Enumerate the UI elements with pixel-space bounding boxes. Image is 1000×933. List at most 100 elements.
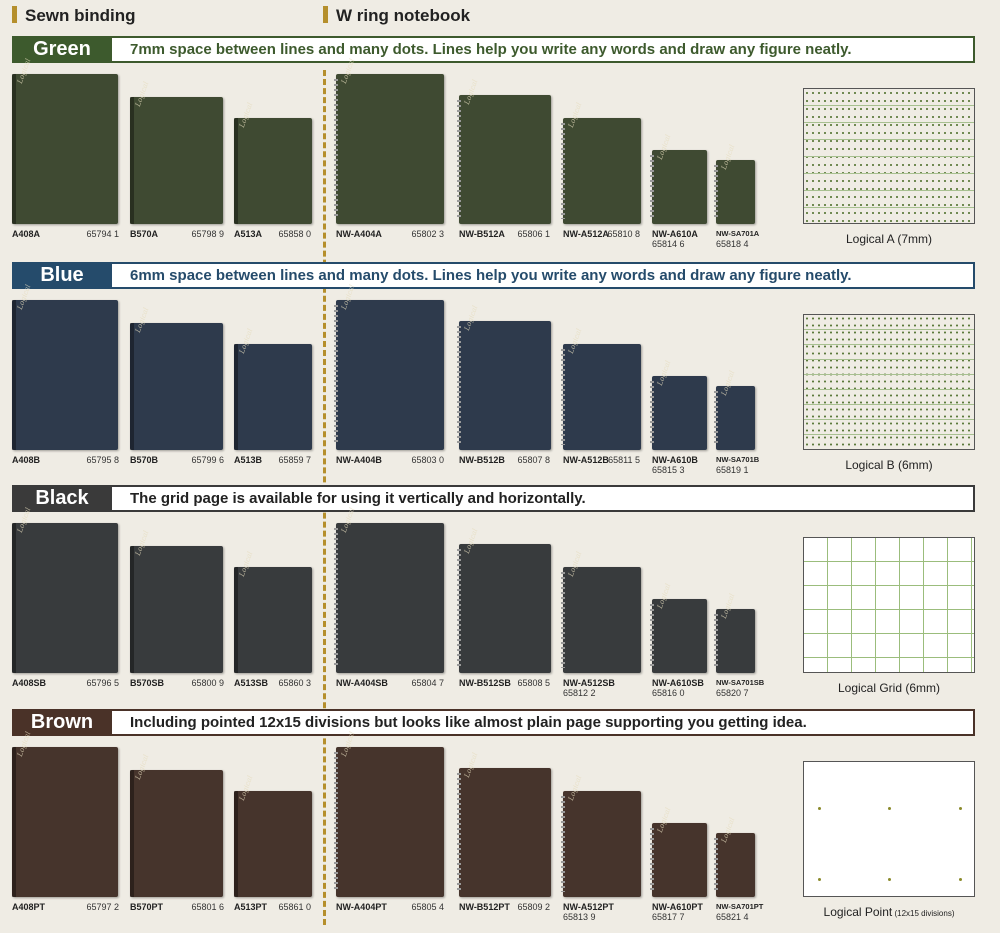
notebook-a513b: Logical	[234, 328, 312, 450]
grid-point	[818, 807, 821, 810]
notebook-a513pt: Logical	[234, 775, 312, 897]
page-sample-brown	[803, 761, 975, 897]
product-code: A513A	[234, 229, 263, 239]
notebook-b570b: Logical	[130, 307, 223, 450]
product-number: 65859 7	[278, 455, 311, 465]
notebook-nw-a404a: Logical	[334, 58, 444, 224]
product-number: 65799 6	[191, 455, 224, 465]
section-description: 6mm space between lines and many dots. L…	[130, 267, 852, 284]
product-code: NW-B512SB	[459, 678, 511, 688]
product-code: A513B	[234, 455, 263, 465]
product-code: NW-A404PT	[336, 902, 387, 912]
cover-logo: Logical	[567, 774, 584, 802]
product-code: A513SB	[234, 678, 269, 688]
product-number: 65802 3	[411, 229, 444, 239]
product-number: 65812 2	[563, 688, 596, 698]
section-tag: Green	[12, 36, 112, 63]
product-number: 65816 0	[652, 688, 685, 698]
section-description: Including pointed 12x15 divisions but lo…	[130, 714, 807, 731]
product-number: 65818 4	[716, 239, 749, 249]
product-number: 65861 0	[278, 902, 311, 912]
notebook-nw-a512pt: Logical	[561, 775, 641, 897]
product-number: 65858 0	[278, 229, 311, 239]
cover-logo: Logical	[656, 806, 673, 834]
product-number: 65794 1	[86, 229, 119, 239]
product-number: 65804 7	[411, 678, 444, 688]
product-code: NW-A512B	[563, 455, 609, 465]
cover-logo: Logical	[720, 816, 737, 844]
product-number: 65810 8	[607, 229, 640, 239]
sample-caption: Logical B (6mm)	[845, 458, 933, 472]
notebook-nw-a610sb: Logical	[650, 583, 707, 673]
notebook-nw-a512a: Logical	[561, 102, 641, 224]
product-number: 65797 2	[86, 902, 119, 912]
cover-logo: Logical	[720, 592, 737, 620]
header-marker	[323, 6, 328, 23]
cover-logo: Logical	[463, 304, 480, 332]
product-number: 65803 0	[411, 455, 444, 465]
cover-logo: Logical	[567, 327, 584, 355]
notebook-nw-a610b: Logical	[650, 360, 707, 450]
cover-logo: Logical	[238, 327, 255, 355]
product-number: 65809 2	[517, 902, 550, 912]
notebook-nw-a610a: Logical	[650, 134, 707, 224]
cover-logo: Logical	[567, 550, 584, 578]
notebook-a408b: Logical	[12, 284, 118, 450]
notebook-nw-sa701sb: Logical	[714, 593, 755, 673]
product-code: NW-A610A	[652, 229, 698, 239]
cover-logo: Logical	[238, 550, 255, 578]
product-code: NW-SA701A	[716, 229, 760, 238]
product-number: 65796 5	[86, 678, 119, 688]
notebook-nw-a610pt: Logical	[650, 807, 707, 897]
cover-logo: Logical	[656, 582, 673, 610]
page-sample-blue	[803, 314, 975, 450]
product-code: B570B	[130, 455, 159, 465]
sewn-binding-header: Sewn binding	[12, 6, 136, 26]
product-code: A408A	[12, 229, 41, 239]
notebook-b570a: Logical	[130, 81, 223, 224]
cover-logo: Logical	[134, 80, 151, 108]
product-code: A408SB	[12, 678, 47, 688]
product-number: 65813 9	[563, 912, 596, 922]
product-number: 65801 6	[191, 902, 224, 912]
product-code: NW-A404B	[336, 455, 382, 465]
product-number: 65820 7	[716, 688, 749, 698]
product-code: NW-A610B	[652, 455, 698, 465]
cover-logo: Logical	[238, 101, 255, 129]
product-number: 65819 1	[716, 465, 749, 475]
notebook-a408a: Logical	[12, 58, 118, 224]
product-code: NW-B512A	[459, 229, 505, 239]
cover-logo: Logical	[656, 359, 673, 387]
cover-logo: Logical	[134, 753, 151, 781]
sample-caption: Logical A (7mm)	[845, 232, 933, 246]
product-code: B570PT	[130, 902, 164, 912]
notebook-nw-sa701pt: Logical	[714, 817, 755, 897]
product-number: 65860 3	[278, 678, 311, 688]
product-code: NW-SA701B	[716, 455, 760, 464]
product-code: A513PT	[234, 902, 268, 912]
product-number: 65808 5	[517, 678, 550, 688]
cover-logo: Logical	[567, 101, 584, 129]
notebook-nw-a512b: Logical	[561, 328, 641, 450]
product-number: 65806 1	[517, 229, 550, 239]
section-tag: Blue	[12, 262, 112, 289]
section-band-blue: Blue 6mm space between lines and many dot…	[12, 262, 975, 289]
cover-logo: Logical	[656, 133, 673, 161]
sample-caption-note: (12x15 divisions)	[892, 909, 955, 918]
section-band-green: Green 7mm space between lines and many do…	[12, 36, 975, 63]
cover-logo: Logical	[463, 78, 480, 106]
grid-point	[888, 878, 891, 881]
section-description: 7mm space between lines and many dots. L…	[130, 41, 852, 58]
header-marker	[12, 6, 17, 23]
product-number: 65815 3	[652, 465, 685, 475]
product-number: 65807 8	[517, 455, 550, 465]
cover-logo: Logical	[720, 369, 737, 397]
cover-logo: Logical	[134, 306, 151, 334]
product-code: NW-A512A	[563, 229, 609, 239]
sample-caption: Logical Grid (6mm)	[837, 681, 941, 695]
section-tag: Black	[12, 485, 112, 512]
cover-logo: Logical	[238, 774, 255, 802]
product-number: 65805 4	[411, 902, 444, 912]
page-sample-green	[803, 88, 975, 224]
sample-caption: Logical Point (12x15 divisions)	[823, 905, 955, 919]
